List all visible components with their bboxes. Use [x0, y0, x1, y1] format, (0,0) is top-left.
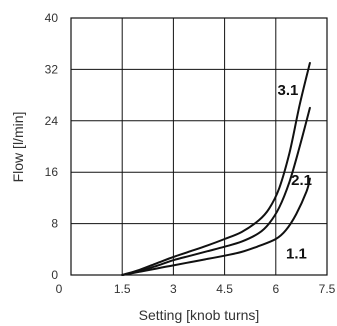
x-tick-label: 0 [56, 282, 63, 296]
x-tick-label: 4.5 [216, 282, 233, 296]
series-labels: 1.1 2.1 3.1 [278, 82, 313, 262]
series-line-3-1 [121, 62, 311, 276]
series-lines [121, 62, 311, 276]
y-tick-labels: 0 8 16 24 32 40 [45, 11, 59, 282]
series-label-1-1: 1.1 [286, 245, 307, 262]
y-tick-label: 24 [45, 114, 59, 128]
series-label-3-1: 3.1 [278, 82, 299, 99]
y-tick-label: 32 [45, 62, 59, 76]
x-axis-title: Setting [knob turns] [139, 307, 260, 323]
y-axis-title: Flow [l/min] [10, 112, 26, 183]
y-tick-label: 16 [45, 165, 59, 179]
x-tick-label: 7.5 [319, 282, 336, 296]
series-label-2-1: 2.1 [291, 172, 312, 189]
y-tick-label: 8 [51, 217, 58, 231]
x-tick-labels: 0 1.5 3 4.5 6 7.5 [56, 282, 336, 296]
y-tick-label: 0 [51, 268, 58, 282]
x-tick-label: 6 [272, 282, 279, 296]
y-tick-label: 40 [45, 11, 59, 25]
x-tick-label: 1.5 [114, 282, 131, 296]
x-tick-label: 3 [170, 282, 177, 296]
series-line-2-1 [121, 106, 311, 276]
grid [71, 18, 327, 275]
plot-frame [70, 17, 328, 276]
series-line-1-1 [121, 177, 311, 276]
